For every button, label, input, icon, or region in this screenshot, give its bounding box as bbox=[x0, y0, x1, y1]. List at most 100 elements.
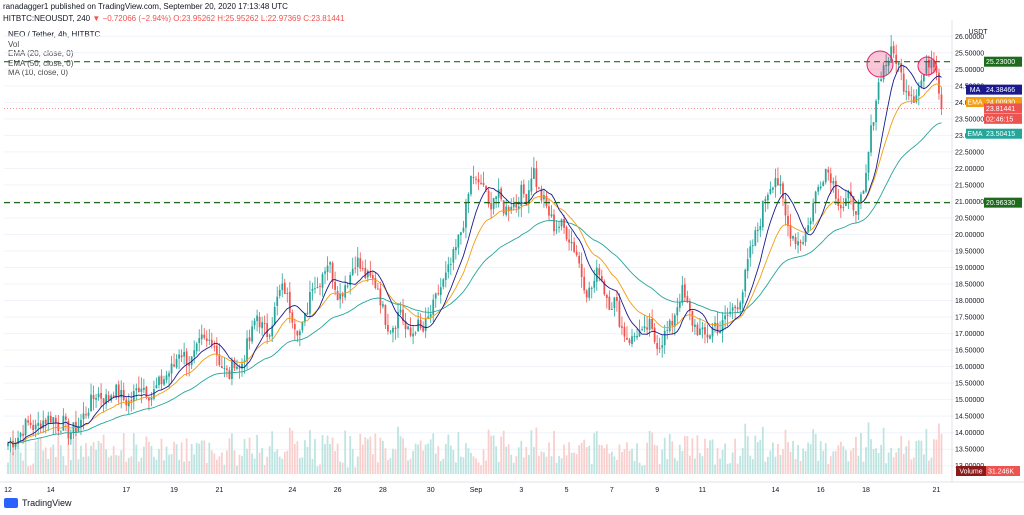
volume-bar bbox=[724, 443, 726, 474]
volume-bar bbox=[115, 455, 118, 474]
volume-bar bbox=[782, 449, 784, 474]
volume-bar bbox=[243, 439, 246, 474]
candle-body bbox=[543, 195, 545, 200]
candle-body bbox=[525, 193, 528, 205]
close-value: C:23.81441 bbox=[303, 14, 345, 23]
volume-bar bbox=[273, 451, 276, 474]
volume-bar bbox=[633, 460, 636, 474]
legend-item-ema50[interactable]: EMA (50, close, 0) bbox=[8, 58, 74, 68]
volume-bar bbox=[465, 443, 467, 474]
x-tick-label: 24 bbox=[288, 487, 296, 494]
candle-body bbox=[465, 202, 467, 228]
volume-bar bbox=[870, 439, 872, 474]
candle-body bbox=[827, 169, 830, 173]
candle-body bbox=[550, 214, 553, 217]
candle-body bbox=[694, 324, 696, 327]
volume-bar bbox=[205, 462, 208, 474]
volume-bar bbox=[699, 453, 701, 474]
candle-body bbox=[148, 397, 150, 401]
volume-bar bbox=[140, 457, 143, 474]
volume-bar bbox=[746, 436, 749, 474]
volume-bar bbox=[120, 450, 123, 474]
candle-body bbox=[538, 187, 540, 189]
volume-bar bbox=[482, 449, 485, 474]
volume-bar bbox=[686, 436, 689, 474]
volume-bar bbox=[319, 464, 321, 474]
volume-bar bbox=[97, 440, 100, 474]
legend-item-vol[interactable]: Vol bbox=[8, 39, 20, 49]
candle-body bbox=[490, 203, 492, 210]
volume-bar bbox=[256, 434, 258, 474]
candle-body bbox=[417, 319, 420, 332]
volume-bar bbox=[236, 465, 238, 474]
volume-bar bbox=[296, 441, 299, 474]
volume-bar bbox=[168, 454, 170, 474]
volume-bar bbox=[701, 456, 704, 474]
candle-body bbox=[376, 288, 379, 290]
tradingview-logo[interactable]: TradingView bbox=[4, 498, 72, 508]
candle-body bbox=[150, 397, 153, 400]
volume-bar bbox=[668, 433, 671, 474]
candle-body bbox=[593, 280, 596, 288]
volume-bar bbox=[155, 459, 158, 474]
candle-body bbox=[532, 167, 535, 179]
y-tick-label: 25.50000 bbox=[955, 50, 984, 57]
candle-body bbox=[641, 329, 643, 331]
volume-bar bbox=[42, 450, 45, 474]
candle-body bbox=[173, 364, 175, 367]
volume-bar bbox=[761, 426, 764, 474]
ma10-line bbox=[7, 64, 942, 445]
volume-bar bbox=[434, 453, 437, 474]
candle-body bbox=[309, 291, 311, 314]
candle-body bbox=[497, 189, 500, 198]
grid-lines bbox=[4, 35, 954, 467]
legend-item-ema20[interactable]: EMA (20, close, 0) bbox=[8, 49, 74, 58]
volume-bar bbox=[515, 456, 518, 474]
volume-bar bbox=[928, 460, 930, 474]
volume-bar bbox=[382, 440, 384, 474]
volume-bar bbox=[64, 465, 67, 474]
candle-body bbox=[77, 425, 80, 433]
volume-bar bbox=[502, 430, 505, 474]
candle-body bbox=[293, 323, 296, 330]
volume-bar bbox=[711, 439, 714, 474]
candle-body bbox=[298, 331, 301, 336]
volume-bar bbox=[847, 461, 850, 474]
candle-body bbox=[598, 268, 601, 276]
candle-body bbox=[258, 316, 261, 328]
volume-bar bbox=[341, 462, 344, 474]
candle-body bbox=[812, 202, 815, 222]
legend-item-ma10[interactable]: MA (10, close, 0) bbox=[8, 68, 69, 77]
candle-body bbox=[761, 200, 764, 228]
candle-body bbox=[842, 206, 845, 208]
candle-body bbox=[731, 307, 734, 311]
candle-body bbox=[339, 293, 342, 300]
volume-bar bbox=[195, 442, 198, 474]
candle-body bbox=[852, 196, 855, 211]
candle-body bbox=[246, 338, 248, 362]
candle-body bbox=[472, 177, 475, 179]
candle-body bbox=[746, 258, 749, 272]
candle-body bbox=[912, 96, 915, 103]
volume-bar bbox=[404, 447, 407, 474]
candle-body bbox=[198, 338, 201, 343]
volume-bar bbox=[409, 458, 412, 474]
candle-body bbox=[658, 347, 661, 349]
volume-bar bbox=[387, 459, 389, 474]
volume-bar bbox=[447, 434, 450, 474]
candle-body bbox=[512, 202, 515, 208]
volume-bar bbox=[540, 451, 543, 474]
candle-body bbox=[590, 287, 593, 289]
ema50-tag-bg bbox=[984, 128, 1022, 139]
volume-bar bbox=[560, 458, 563, 474]
candle-body bbox=[153, 389, 155, 399]
candle-body bbox=[600, 275, 603, 281]
volume-bar bbox=[39, 436, 42, 474]
volume-bar bbox=[819, 441, 822, 474]
volume-bar bbox=[429, 439, 432, 474]
candle-body bbox=[663, 330, 666, 346]
volume-bar bbox=[834, 450, 837, 474]
y-tick-label: 14.00000 bbox=[955, 430, 984, 437]
volume-bar bbox=[860, 432, 862, 474]
